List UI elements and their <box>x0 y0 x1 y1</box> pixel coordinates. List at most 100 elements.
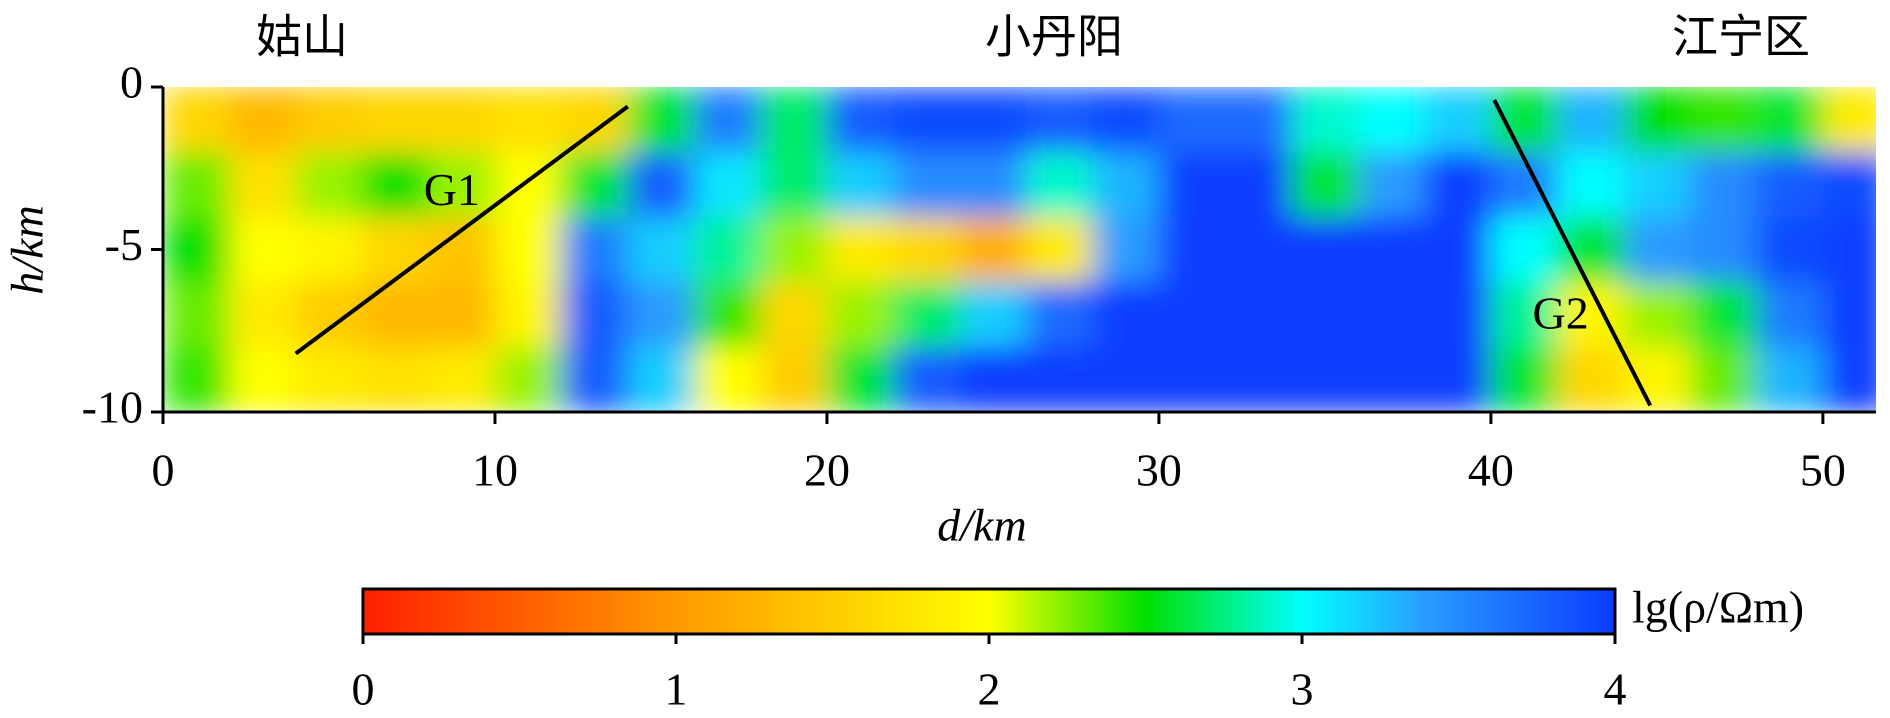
heatmap-cell <box>494 347 562 412</box>
heatmap-cell <box>1092 87 1160 153</box>
heatmap-cell <box>1424 152 1492 218</box>
y-axis-label: h/km <box>2 205 53 294</box>
heatmap-cell <box>627 152 695 218</box>
heatmap-cell <box>1291 87 1359 153</box>
colorbar-tick-label: 3 <box>1291 664 1314 715</box>
heatmap-cell <box>893 152 961 218</box>
heatmap-cell <box>694 87 762 153</box>
heatmap-cell <box>959 217 1027 283</box>
heatmap-cell <box>760 87 828 153</box>
heatmap-cell <box>1623 87 1691 153</box>
heatmap-cell <box>494 217 562 283</box>
heatmap-cell <box>1026 152 1094 218</box>
y-tick-label: 0 <box>120 57 143 108</box>
heatmap-cell <box>1623 217 1691 283</box>
heatmap-cell <box>1225 87 1293 153</box>
heatmap-cell <box>561 347 629 412</box>
heatmap-cell <box>1291 152 1359 218</box>
heatmap-cell <box>1490 217 1558 283</box>
heatmap-cell <box>694 217 762 283</box>
x-tick-label: 50 <box>1800 445 1846 496</box>
heatmap-cell <box>1026 87 1094 153</box>
y-tick-label: -5 <box>105 219 143 270</box>
heatmap-cell <box>1026 217 1094 283</box>
heatmap-cell <box>694 282 762 348</box>
heatmap-cell <box>1026 282 1094 348</box>
heatmap-cell <box>893 87 961 153</box>
heatmap-cell <box>362 87 430 153</box>
x-tick-label: 0 <box>152 445 175 496</box>
heatmap-cell <box>1822 152 1876 218</box>
heatmap-cell <box>229 217 297 283</box>
x-tick-label: 10 <box>472 445 518 496</box>
heatmap-cell <box>1490 347 1558 412</box>
heatmap-cell <box>1623 152 1691 218</box>
x-tick-label: 30 <box>1136 445 1182 496</box>
heatmap-cell <box>561 152 629 218</box>
heatmap-cell <box>1225 217 1293 283</box>
heatmap-cell <box>1756 152 1824 218</box>
heatmap-cell <box>959 282 1027 348</box>
heatmap-cell <box>627 282 695 348</box>
heatmap-cell <box>1822 347 1876 412</box>
heatmap-cell <box>694 152 762 218</box>
heatmap-cell <box>893 217 961 283</box>
heatmap-cell <box>1158 347 1226 412</box>
heatmap-cell <box>826 217 894 283</box>
place-label: 小丹阳 <box>985 12 1123 63</box>
fault-line <box>294 104 629 356</box>
heatmap-cell <box>1756 87 1824 153</box>
heatmap-cell <box>760 217 828 283</box>
heatmap-cell <box>362 347 430 412</box>
heatmap-cell <box>428 87 496 153</box>
heatmap-cell <box>1557 87 1625 153</box>
heatmap-cell <box>1158 87 1226 153</box>
heatmap-cell <box>1690 347 1757 412</box>
heatmap-cell <box>1557 347 1625 412</box>
heatmap-cell <box>163 87 230 153</box>
heatmap-cell <box>163 347 230 412</box>
heatmap-cell <box>760 347 828 412</box>
colorbar-tick-label: 4 <box>1604 664 1627 715</box>
colorbar-tick-label: 2 <box>978 664 1001 715</box>
heatmap-cell <box>826 347 894 412</box>
heatmap-cell <box>1690 217 1757 283</box>
heatmap-cell <box>428 217 496 283</box>
heatmap-cell <box>1158 282 1226 348</box>
heatmap-cell <box>494 87 562 153</box>
heatmap-cell <box>1291 282 1359 348</box>
heatmap-cell <box>627 347 695 412</box>
heatmap-cell <box>229 152 297 218</box>
heatmap-cell <box>826 87 894 153</box>
heatmap-cell <box>1158 152 1226 218</box>
heatmap-cell <box>1026 347 1094 412</box>
place-label: 姑山 <box>256 12 348 63</box>
heatmap-cell <box>1225 152 1293 218</box>
heatmap-cell <box>959 347 1027 412</box>
heatmap-cell <box>1756 347 1824 412</box>
heatmap-cell <box>1092 152 1160 218</box>
heatmap-cell <box>760 152 828 218</box>
heatmap-cell <box>1358 87 1426 153</box>
heatmap-cell <box>428 152 496 218</box>
heatmap-cell <box>1225 282 1293 348</box>
x-axis-label: d/km <box>937 500 1026 551</box>
heatmap-cell <box>494 282 562 348</box>
heatmap-cell <box>826 282 894 348</box>
heatmap-cell <box>1690 282 1757 348</box>
heatmap-cell <box>295 217 363 283</box>
x-tick-label: 20 <box>804 445 850 496</box>
heatmap-cell <box>295 282 363 348</box>
heatmap-cell <box>229 347 297 412</box>
heatmap-cell <box>561 217 629 283</box>
heatmap-cell <box>1557 152 1625 218</box>
heatmap-cell <box>1424 282 1492 348</box>
heatmap-cell <box>627 87 695 153</box>
heatmap-cell <box>1092 347 1160 412</box>
colorbar <box>361 587 1617 636</box>
colorbar-tick-label: 1 <box>665 664 688 715</box>
heatmap-cell <box>1756 282 1824 348</box>
heatmap-cell <box>1358 347 1426 412</box>
heatmap-cell <box>1690 152 1757 218</box>
